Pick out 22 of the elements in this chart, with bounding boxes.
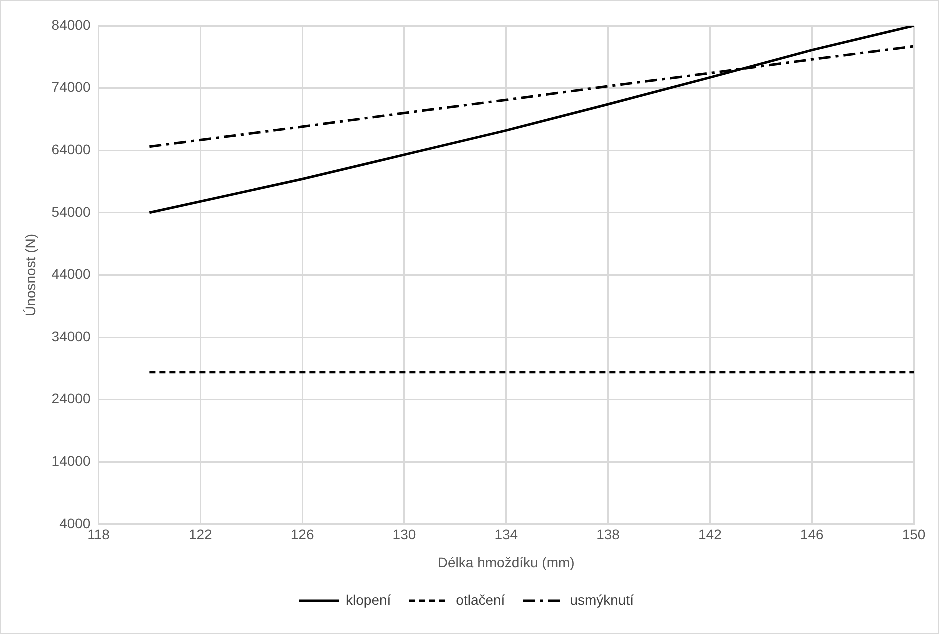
x-tick-label: 122 bbox=[188, 526, 213, 543]
y-tick-label: 34000 bbox=[52, 328, 91, 344]
y-tick-label: 14000 bbox=[52, 452, 91, 469]
y-tick-label: 84000 bbox=[52, 16, 91, 33]
x-tick-label: 130 bbox=[392, 526, 416, 543]
x-axis-title: Délka hmoždíku (mm) bbox=[438, 554, 575, 570]
y-tick-label: 74000 bbox=[52, 79, 91, 96]
x-tick-label: 134 bbox=[494, 526, 518, 543]
y-tick-label: 24000 bbox=[52, 390, 91, 407]
legend-label: otlačení bbox=[456, 592, 506, 608]
y-tick-label: 44000 bbox=[52, 266, 91, 282]
x-tick-label: 146 bbox=[800, 526, 824, 543]
y-tick-label: 4000 bbox=[60, 515, 91, 532]
x-tick-label: 150 bbox=[902, 526, 926, 543]
y-tick-label: 64000 bbox=[52, 141, 91, 158]
legend-label: usmýknutí bbox=[570, 592, 634, 608]
y-axis-title: Únosnost (N) bbox=[22, 234, 38, 316]
x-tick-label: 142 bbox=[698, 526, 722, 543]
x-tick-label: 138 bbox=[596, 526, 620, 543]
legend-label: klopení bbox=[346, 592, 392, 608]
x-tick-label: 126 bbox=[290, 526, 314, 543]
y-tick-label: 54000 bbox=[52, 204, 91, 220]
